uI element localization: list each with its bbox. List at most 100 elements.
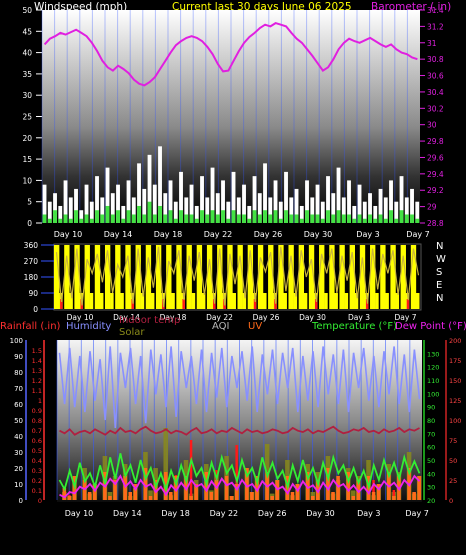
direction-bar [390, 245, 396, 309]
barometer-tick-label: 31.4 [427, 6, 444, 15]
direction-bar [278, 245, 284, 309]
wind-average-bar [158, 205, 162, 223]
direction-tick-label: 0 [33, 305, 38, 314]
bottom-legend: Rainfall (.in) Humidity Indoor temp Sola… [0, 315, 466, 338]
wind-average-bar [326, 210, 330, 223]
wind-gust-bar [247, 205, 252, 223]
barometer-tick-label: 30.8 [427, 55, 444, 64]
wind-gust-bar [378, 188, 383, 223]
rainfall-tick-label: 0 [38, 497, 42, 505]
uv-bar [331, 492, 335, 500]
uv-bar [245, 468, 249, 500]
direction-bar [359, 245, 366, 309]
wind-gust-bar [278, 201, 283, 223]
wind-average-bar [53, 210, 57, 223]
direction-bar [99, 293, 104, 309]
direction-tick-label: 360 [24, 241, 39, 250]
barometer-tick-label: 28.8 [427, 219, 444, 228]
wind-average-bar [263, 210, 267, 223]
barometer-tick-label: 29.6 [427, 153, 444, 162]
wind-gust-bar [257, 193, 262, 223]
wind-gust-bar [105, 167, 110, 223]
windspeed-tick-label: 40 [22, 49, 32, 58]
wind-average-bar [126, 210, 131, 223]
direction-date-label: Day 7 [395, 313, 417, 322]
direction-bar [339, 245, 345, 309]
temperature-tick-label: 50 [427, 457, 435, 465]
direction-bar [262, 293, 267, 309]
direction-red-mark [60, 299, 63, 309]
direction-bar [89, 293, 94, 309]
direction-bar [283, 293, 287, 309]
bottom-date-label: Day 18 [161, 509, 190, 518]
direction-bar [400, 245, 406, 309]
uv-bar [392, 496, 396, 500]
wind-gust-bar [126, 180, 131, 223]
compass-letter: N [436, 241, 443, 252]
direction-bar [140, 293, 145, 309]
wind-average-bar [389, 210, 393, 223]
direction-bar [303, 293, 308, 309]
wind-gust-bar [131, 197, 136, 223]
solar-bar [148, 490, 153, 500]
uv-bar [113, 480, 117, 500]
direction-bar [268, 245, 274, 309]
wind-gust-bar [53, 193, 57, 223]
direction-bar [120, 293, 124, 309]
barometer-tick-label: 30 [427, 121, 437, 130]
solar-tick-label: 0 [449, 497, 453, 505]
barometer-tick-label: 29.2 [427, 186, 444, 195]
uv-bar [148, 496, 153, 500]
wind-average-bar [179, 210, 183, 223]
legend-temperature: Temperature (°F) [311, 321, 397, 332]
direction-date-label: Day 3 [348, 313, 370, 322]
direction-bar [319, 245, 325, 309]
direction-bar [354, 293, 359, 309]
humidity-tick-label: 80 [14, 369, 23, 377]
wind-average-bar [152, 214, 157, 223]
uv-bar [346, 472, 351, 500]
wind-gust-bar [352, 205, 357, 223]
wind-average-bar [68, 218, 73, 223]
temperature-tick-label: 70 [427, 430, 435, 438]
wind-average-bar [373, 218, 378, 223]
wind-average-bar [105, 205, 110, 223]
uv-bar [336, 476, 340, 500]
wind-average-bar [268, 214, 273, 223]
top-date-labels: Day 10 Day 14 Day 18 Day 22 Day 26 Day 30 Day … [54, 230, 430, 239]
wind-average-bar [410, 214, 414, 223]
wind-average-bar [79, 218, 84, 223]
uv-bar [376, 484, 381, 500]
wind-gust-bar [152, 184, 157, 223]
wind-average-bars [42, 201, 420, 223]
windspeed-tick-label: 30 [22, 91, 32, 100]
wind-gust-bar [336, 167, 341, 223]
windspeed-tick-label: 35 [22, 70, 32, 79]
bottom-date-label: Day 10 [65, 509, 94, 518]
wind-gust-bar [273, 180, 278, 223]
wind-average-bar [137, 205, 141, 223]
wind-average-bar [142, 214, 147, 223]
wind-gust-bar [263, 163, 267, 223]
wind-average-bar [221, 210, 225, 223]
wind-gust-bar [89, 201, 94, 223]
humidity-tick-label: 20 [14, 465, 23, 473]
legend-aqi: AQI [212, 321, 230, 332]
bottom-date-label: Day 14 [113, 509, 142, 518]
wind-average-bar [110, 214, 115, 223]
rainfall-tick-label: 1.2 [32, 377, 42, 385]
uv-bar [234, 484, 239, 500]
wind-gust-bar [383, 197, 388, 223]
uv-bar [270, 496, 274, 500]
wind-average-bar [194, 218, 199, 223]
wind-gust-bar [357, 184, 362, 223]
wind-gust-bar [163, 193, 168, 223]
uv-bar [356, 480, 361, 500]
wind-gust-bar [110, 193, 115, 223]
humidity-line [58, 346, 421, 429]
rainfall-tick-label: 1.4 [32, 357, 42, 365]
bottom-date-label: Day 26 [258, 509, 287, 518]
legend-humidity: Humidity [66, 321, 111, 332]
wind-gust-bar [399, 176, 404, 223]
